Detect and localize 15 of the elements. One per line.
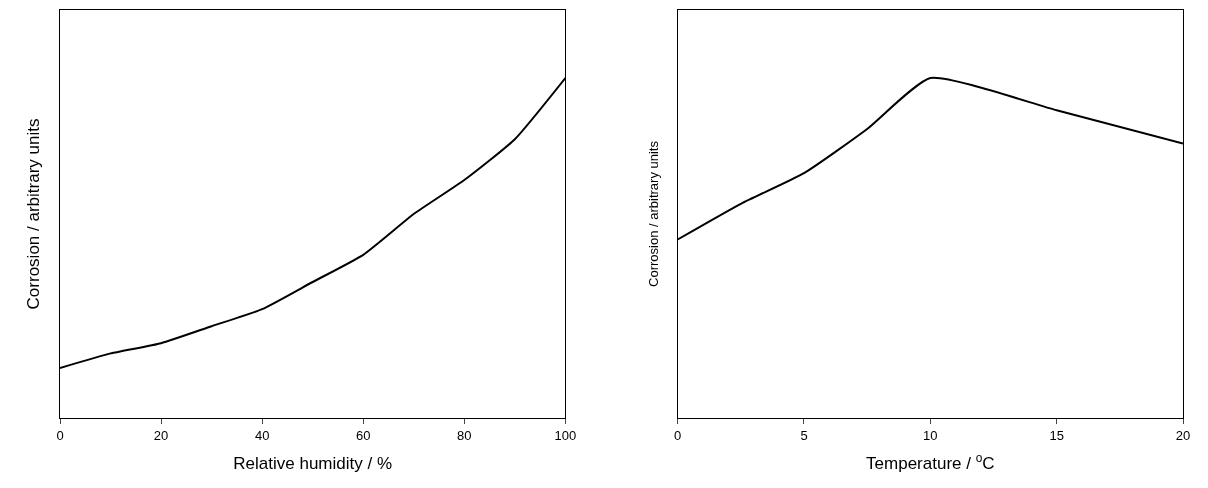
y-axis-title: Corrosion / arbitrary units bbox=[645, 140, 661, 287]
x-tick-label: 20 bbox=[1175, 427, 1191, 443]
x-tick-label: 60 bbox=[355, 427, 371, 443]
x-tick-label: 15 bbox=[1049, 427, 1064, 443]
x-tick-label: 0 bbox=[56, 427, 64, 443]
x-tick-label: 10 bbox=[923, 427, 938, 443]
x-tick-label: 5 bbox=[800, 427, 808, 443]
x-axis-title: Temperature / $^{o}$C bbox=[866, 450, 995, 473]
x-tick-label: 40 bbox=[254, 427, 270, 443]
x-axis-title: Relative humidity / % bbox=[233, 454, 393, 473]
x-tick-label: 80 bbox=[457, 427, 472, 443]
y-axis-title: Corrosion / arbitrary units bbox=[23, 118, 43, 310]
x-tick-label: 100 bbox=[554, 427, 577, 443]
x-tick-label: 0 bbox=[674, 427, 682, 443]
x-tick-label: 20 bbox=[153, 427, 169, 443]
